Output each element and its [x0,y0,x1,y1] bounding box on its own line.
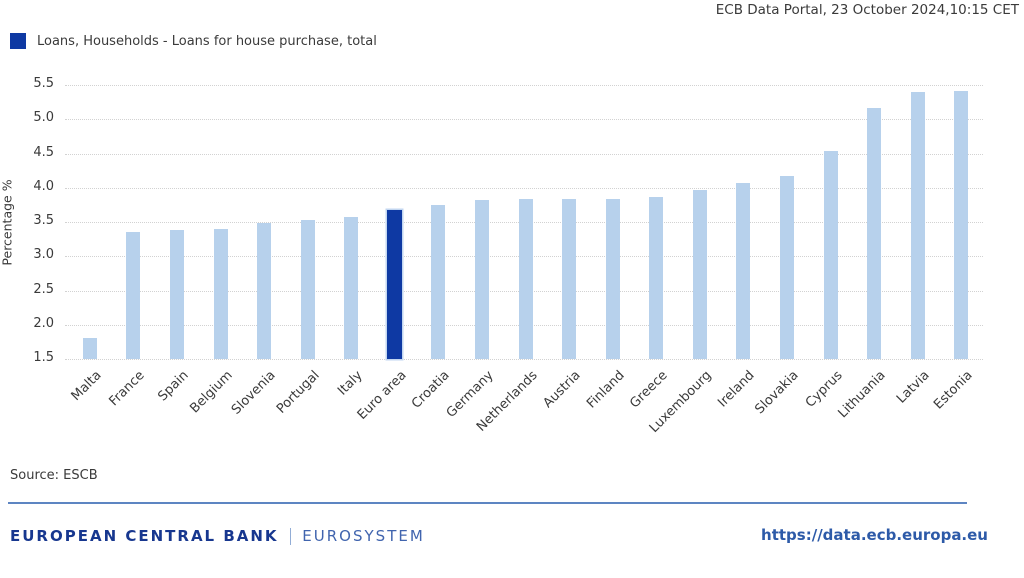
x-axis-label: Austria [540,368,584,412]
y-tick-label: 3.0 [33,247,54,263]
gridline [65,359,983,360]
eurosystem-label: EUROSYSTEM [302,527,425,545]
bar-ireland[interactable] [736,182,751,359]
brand-separator: | [287,526,294,546]
footer-divider [8,502,967,504]
x-axis-label: Italy [335,368,366,399]
y-tick-label: 2.5 [33,281,54,297]
bar-lithuania[interactable] [867,108,882,359]
bar-germany[interactable] [474,200,489,359]
bar-austria[interactable] [562,198,577,359]
bar-netherlands[interactable] [518,199,533,359]
bar-malta[interactable] [82,338,97,359]
bar-luxembourg[interactable] [692,189,707,359]
x-axis-label: Lithuania [835,368,889,422]
y-tick-label: 5.5 [33,76,54,91]
data-portal-url[interactable]: https://data.ecb.europa.eu [761,526,988,544]
x-axis-label: Greece [627,368,671,412]
bar-slovenia[interactable] [257,222,272,359]
bar-greece[interactable] [649,197,664,359]
x-axis-label: Slovakia [752,368,802,418]
y-tick-label: 4.0 [33,178,54,194]
gridline [65,119,983,121]
bar-italy[interactable] [344,216,359,359]
bar-chart: Percentage % 1.5 2.0 2.5 3.0 3.5 4.0 4.5 5.0 5.5… [0,76,983,436]
bar-portugal[interactable] [300,219,315,359]
y-tick-label: 5.0 [33,110,54,126]
gridline [65,187,983,189]
portal-timestamp: ECB Data Portal, 23 October 2024,10:15 C… [715,2,1019,18]
bar-highlight-euro-area[interactable] [387,209,403,359]
source-note: Source: ESCB [10,468,98,483]
bar-spain[interactable] [169,230,184,359]
gridline [65,153,983,155]
bar-estonia[interactable] [954,91,969,359]
x-axis-label: Germany [443,368,497,421]
bar-slovakia[interactable] [779,176,794,359]
bar-finland[interactable] [605,198,620,359]
x-axis-label: Slovenia [228,368,279,418]
x-axis-label: Spain [155,368,192,405]
ecb-brand-name: EUROPEAN CENTRAL BANK [10,527,279,545]
x-axis-label: Croatia [409,368,453,412]
chart-legend[interactable]: Loans, Households - Loans for house purc… [10,33,377,49]
bar-belgium[interactable] [213,228,228,359]
ecb-brand: EUROPEAN CENTRAL BANK | EUROSYSTEM [10,526,425,546]
y-tick-label: 1.5 [33,350,54,365]
bar-latvia[interactable] [910,91,925,359]
legend-swatch-icon [10,33,26,49]
y-tick-label: 3.5 [33,213,54,228]
bar-croatia[interactable] [431,204,446,359]
x-axis-label: Ireland [715,368,758,411]
gridline [65,85,983,86]
legend-label: Loans, Households - Loans for house purc… [37,33,377,49]
bar-france[interactable] [126,231,141,359]
x-axis-label: France [106,368,148,410]
y-tick-label: 4.5 [33,144,54,160]
bar-cyprus[interactable] [823,150,838,359]
y-tick-label: 2.0 [33,315,54,331]
x-axis-label: Estonia [931,368,976,413]
